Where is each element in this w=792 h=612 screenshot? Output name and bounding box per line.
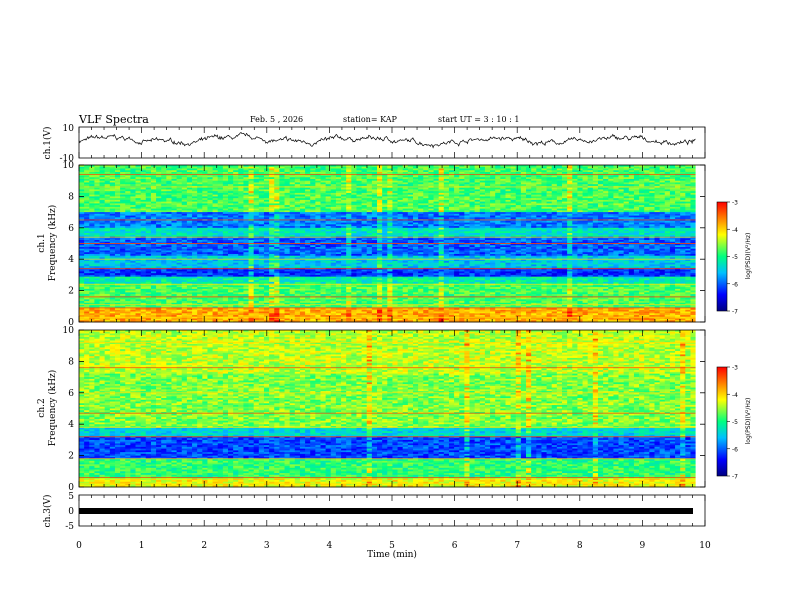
ch3-ytick-mid: 0 bbox=[68, 507, 74, 517]
time-tick-label: 1 bbox=[139, 541, 145, 551]
colorbar-tick-label: -7 bbox=[732, 474, 738, 481]
colorbar-tick-label: -4 bbox=[732, 392, 738, 399]
ch1-spectrogram-yticks: 0 2 4 6 8 10 bbox=[63, 161, 705, 328]
spectrogram-ytick-label: 10 bbox=[63, 326, 75, 336]
time-tick-label: 2 bbox=[201, 541, 207, 551]
ch1-colorbar-gradient bbox=[716, 201, 728, 312]
station-label: station= KAP bbox=[343, 115, 398, 124]
ch2-spectrogram-yticks: 0 2 4 6 8 10 bbox=[63, 326, 705, 493]
time-tick-label: 6 bbox=[452, 541, 458, 551]
colorbar-tick-label: -5 bbox=[732, 419, 738, 426]
ch3-waveform-trace bbox=[79, 508, 693, 514]
start-time-label: start UT = 3 : 10 : 1 bbox=[438, 115, 519, 124]
ch3-ytick-top: 5 bbox=[68, 492, 74, 502]
ch3-waveform-ylabel: ch.3(V) bbox=[42, 495, 53, 528]
spectrogram-ytick-label: 10 bbox=[63, 161, 75, 171]
time-tick-label: 8 bbox=[577, 541, 583, 551]
time-tick-label: 9 bbox=[640, 541, 646, 551]
ch1-waveform-ylabel: ch.1(V) bbox=[42, 127, 53, 160]
time-axis-label: Time (min) bbox=[367, 549, 417, 560]
spectrogram-ytick-label: 0 bbox=[68, 318, 74, 328]
spectrogram-ytick-label: 6 bbox=[68, 224, 74, 234]
ch2-spectrogram-ylabel-unit: Frequency (kHz) bbox=[47, 370, 58, 447]
date-label: Feb. 5 , 2026 bbox=[250, 115, 303, 124]
ch2-colorbar-gradient bbox=[716, 366, 728, 477]
ch1-colorbar: -3 -4 -5 -6 -7 log(PSD)(V²/Hz) bbox=[716, 200, 752, 316]
ch1-colorbar-ticks: -3 -4 -5 -6 -7 bbox=[727, 200, 738, 316]
time-tick-label: 7 bbox=[514, 541, 520, 551]
spectrogram-ytick-label: 4 bbox=[68, 420, 74, 430]
ch2-spectrogram-image bbox=[79, 330, 705, 488]
ch2-spectrogram-panel: 0 2 4 6 8 10 ch.2 Frequency (kHz) bbox=[37, 326, 706, 493]
ch1-spectrogram-ylabel-unit: Frequency (kHz) bbox=[47, 205, 58, 282]
ch1-spectrogram-image bbox=[79, 165, 705, 323]
colorbar-tick-label: -3 bbox=[732, 200, 738, 207]
ch2-colorbar-ticks: -3 -4 -5 -6 -7 bbox=[727, 365, 738, 481]
spectrogram-ytick-label: 8 bbox=[68, 357, 74, 367]
colorbar-tick-label: -6 bbox=[732, 446, 738, 453]
colorbar-tick-label: -5 bbox=[732, 254, 738, 261]
spectrogram-ytick-label: 8 bbox=[68, 192, 74, 202]
ch1-spectrogram-ylabel-channel: ch.1 bbox=[37, 233, 47, 252]
ch3-ytick-bottom: -5 bbox=[65, 522, 74, 532]
spectrogram-ytick-label: 2 bbox=[68, 452, 74, 462]
colorbar-tick-label: -6 bbox=[732, 281, 738, 288]
time-tick-label: 0 bbox=[76, 541, 82, 551]
ch2-colorbar-label: log(PSD)(V²/Hz) bbox=[745, 398, 752, 445]
spectrogram-ytick-label: 4 bbox=[68, 255, 74, 265]
time-tick-label: 5 bbox=[389, 541, 395, 551]
figure-title: VLF Spectra bbox=[78, 113, 149, 126]
spectrogram-ytick-label: 2 bbox=[68, 287, 74, 297]
spectrogram-ytick-label: 0 bbox=[68, 483, 74, 493]
ch1-waveform-trace bbox=[78, 132, 696, 149]
spectrogram-ytick-label: 6 bbox=[68, 389, 74, 399]
time-tick-label: 3 bbox=[264, 541, 270, 551]
time-axis-tick-labels: 0 1 2 3 4 5 6 7 8 9 10 bbox=[76, 541, 711, 551]
ch1-ytick-top: 10 bbox=[63, 124, 75, 134]
time-tick-label: 10 bbox=[699, 541, 711, 551]
colorbar-tick-label: -3 bbox=[732, 365, 738, 372]
colorbar-tick-label: -7 bbox=[732, 309, 738, 316]
time-tick-label: 4 bbox=[327, 541, 333, 551]
ch1-colorbar-label: log(PSD)(V²/Hz) bbox=[745, 233, 752, 280]
ch1-ytick-bottom: -10 bbox=[60, 154, 75, 164]
ch2-colorbar: -3 -4 -5 -6 -7 log(PSD)(V²/Hz) bbox=[716, 365, 752, 481]
colorbar-tick-label: -4 bbox=[732, 227, 738, 234]
ch1-spectrogram-panel: 0 2 4 6 8 10 ch.1 Frequency (kHz) bbox=[37, 161, 706, 328]
ch2-spectrogram-ylabel-channel: ch.2 bbox=[37, 398, 47, 417]
time-axis-ticks bbox=[78, 127, 706, 526]
